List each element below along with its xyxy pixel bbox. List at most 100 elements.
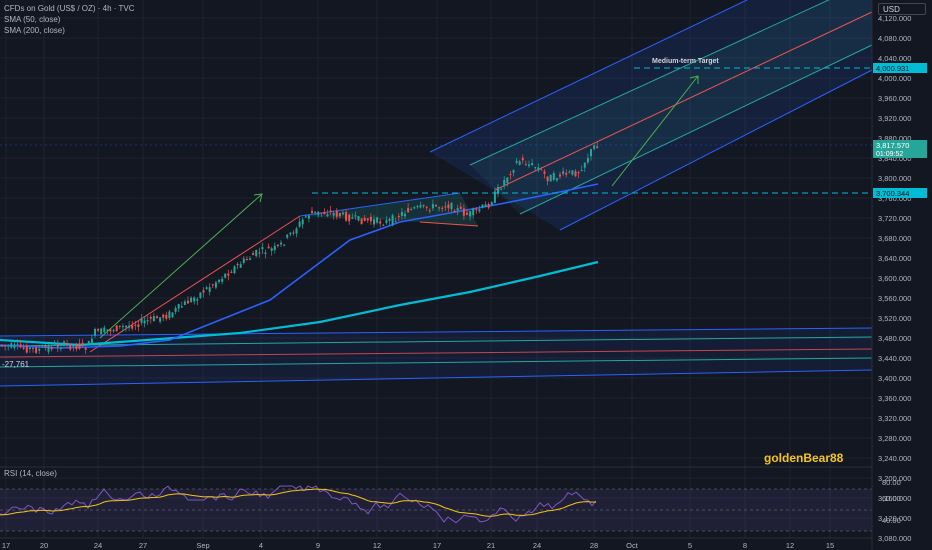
time-tick-label: 20 <box>40 541 48 550</box>
candle-body <box>301 219 304 225</box>
time-tick-label: 17 <box>2 541 10 550</box>
time-tick-label: 15 <box>826 541 834 550</box>
candle-body <box>159 317 162 322</box>
candle-body <box>199 292 202 298</box>
candle-body <box>208 287 211 292</box>
candle-body <box>221 278 224 282</box>
candle-body <box>25 345 28 353</box>
candle-body <box>577 172 580 174</box>
candle-body <box>431 204 434 209</box>
candle-body <box>376 217 379 223</box>
candle-body <box>140 318 143 323</box>
candle-body <box>205 287 208 290</box>
candle-body <box>469 211 472 217</box>
candle-body <box>94 329 96 336</box>
currency-button[interactable]: USD <box>878 3 926 15</box>
candle-body <box>320 212 323 214</box>
sma50-legend[interactable]: SMA (50, close) <box>4 15 61 24</box>
candlesticks <box>1 141 599 355</box>
rsi-legend[interactable]: RSI (14, close) <box>4 469 57 478</box>
price-tick-label: 3,440.000 <box>878 354 911 363</box>
candle-body <box>453 210 456 213</box>
consolidation-pattern <box>89 192 479 353</box>
candle-body <box>307 215 310 219</box>
time-tick-label: 27 <box>139 541 147 550</box>
time-tick-label: Sep <box>196 541 209 550</box>
price-tick-label: 3,800.000 <box>878 174 911 183</box>
candle-body <box>81 342 84 344</box>
time-axis[interactable]: 17 20 24 27 Sep 4 9 12 17 21 24 28 Oct 5 8 12 15 <box>0 537 872 550</box>
candle-body <box>447 204 450 209</box>
candle-body <box>239 264 242 268</box>
candle-body <box>450 202 453 210</box>
candle-body <box>196 299 199 301</box>
candle-body <box>298 221 301 227</box>
candle-body <box>543 171 546 174</box>
candle-body <box>78 343 81 349</box>
candle-body <box>236 263 239 265</box>
candle-body <box>211 284 214 286</box>
time-tick-label: 21 <box>487 541 495 550</box>
candle-body <box>521 157 524 161</box>
candle-body <box>366 218 369 221</box>
candle-body <box>134 324 137 326</box>
candle-body <box>559 174 561 177</box>
candle-body <box>552 173 555 180</box>
candle-body <box>264 252 267 254</box>
candle-body <box>466 212 468 215</box>
candle-body <box>497 186 499 194</box>
candle-body <box>404 213 406 217</box>
time-tick-label: Oct <box>626 541 639 550</box>
candle-body <box>373 219 375 225</box>
candle-body <box>13 344 16 349</box>
rsi-ma-line <box>0 488 597 517</box>
low-value-label: -27,761 <box>2 360 30 369</box>
candle-body <box>276 244 279 246</box>
sma200-legend[interactable]: SMA (200, close) <box>4 26 65 35</box>
candle-body <box>193 297 196 302</box>
candle-body <box>152 316 155 321</box>
candle-body <box>50 346 53 350</box>
candle-body <box>137 324 140 328</box>
candle-body <box>472 208 475 216</box>
candle-body <box>286 234 289 238</box>
candle-body <box>419 205 422 208</box>
candle-body <box>53 343 56 345</box>
rsi-pane <box>0 466 872 532</box>
price-tick-label: 3,480.000 <box>878 334 911 343</box>
candle-body <box>304 216 307 218</box>
candle-body <box>444 206 447 208</box>
candle-body <box>156 316 158 319</box>
candle-body <box>97 329 100 331</box>
candle-body <box>438 207 441 209</box>
candle-body <box>351 217 354 219</box>
candle-body <box>503 180 506 186</box>
candle-body <box>112 329 115 332</box>
candle-body <box>28 347 31 349</box>
candle-body <box>586 158 589 163</box>
rsi-line <box>0 485 597 524</box>
candle-body <box>165 314 168 319</box>
candle-body <box>146 320 149 322</box>
candle-body <box>568 171 571 173</box>
candle-body <box>326 214 329 217</box>
candle-body <box>270 248 273 251</box>
symbol-title[interactable]: CFDs on Gold (US$ / OZ) · 4h · TVC <box>4 4 135 13</box>
time-tick-label: 24 <box>94 541 102 550</box>
candle-body <box>115 325 118 332</box>
candle-body <box>379 221 382 224</box>
candle-body <box>267 246 270 249</box>
candle-body <box>90 338 93 345</box>
candle-body <box>174 307 177 312</box>
candle-body <box>410 209 413 211</box>
price-axis[interactable]: 4,120.000 4,080.000 4,040.000 4,000.000 3,96… <box>871 0 932 550</box>
sma50-line <box>0 183 599 349</box>
candle-body <box>289 232 292 235</box>
candle-body <box>490 202 493 206</box>
time-tick-label: 9 <box>316 541 320 550</box>
candle-body <box>75 345 78 350</box>
candle-body <box>183 301 186 305</box>
price-tick-label: 3,520.000 <box>878 314 911 323</box>
candle-body <box>531 163 534 165</box>
